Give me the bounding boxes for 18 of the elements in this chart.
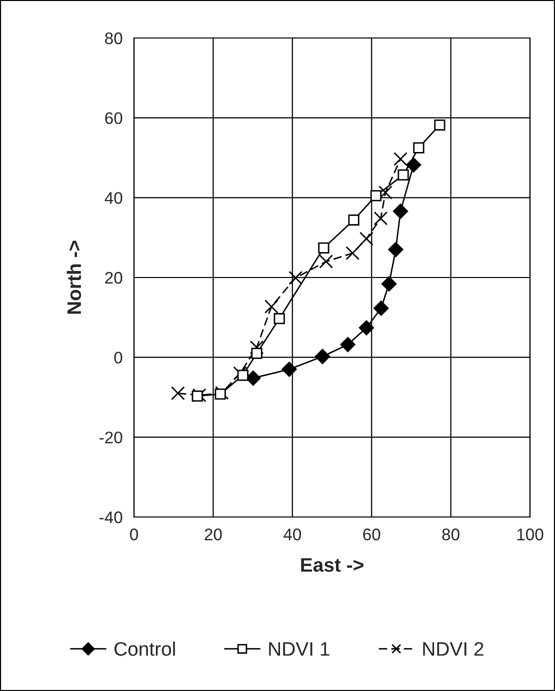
y-tick-label: 0 [114, 352, 122, 364]
y-axis-title: North -> [66, 240, 82, 314]
y-tick-label: 80 [105, 32, 122, 44]
y-tick-label: -40 [100, 511, 122, 524]
legend-label: Control [114, 642, 175, 656]
legend-label: NDVI 2 [423, 642, 484, 656]
y-tick-label: -20 [100, 432, 122, 444]
x-tick-label: 80 [442, 528, 460, 540]
legend-label: NDVI 1 [269, 642, 330, 656]
x-tick-label: 60 [363, 528, 380, 540]
x-axis-title: East -> [301, 558, 364, 572]
x-tick-label: 40 [284, 528, 302, 540]
x-tick-label: 0 [130, 528, 138, 540]
y-tick-label: 40 [104, 192, 122, 204]
x-tick-label: 100 [517, 528, 544, 540]
y-tick-label: 60 [105, 112, 122, 124]
y-tick-label: 20 [105, 272, 122, 284]
x-tick-label: 20 [204, 528, 222, 540]
